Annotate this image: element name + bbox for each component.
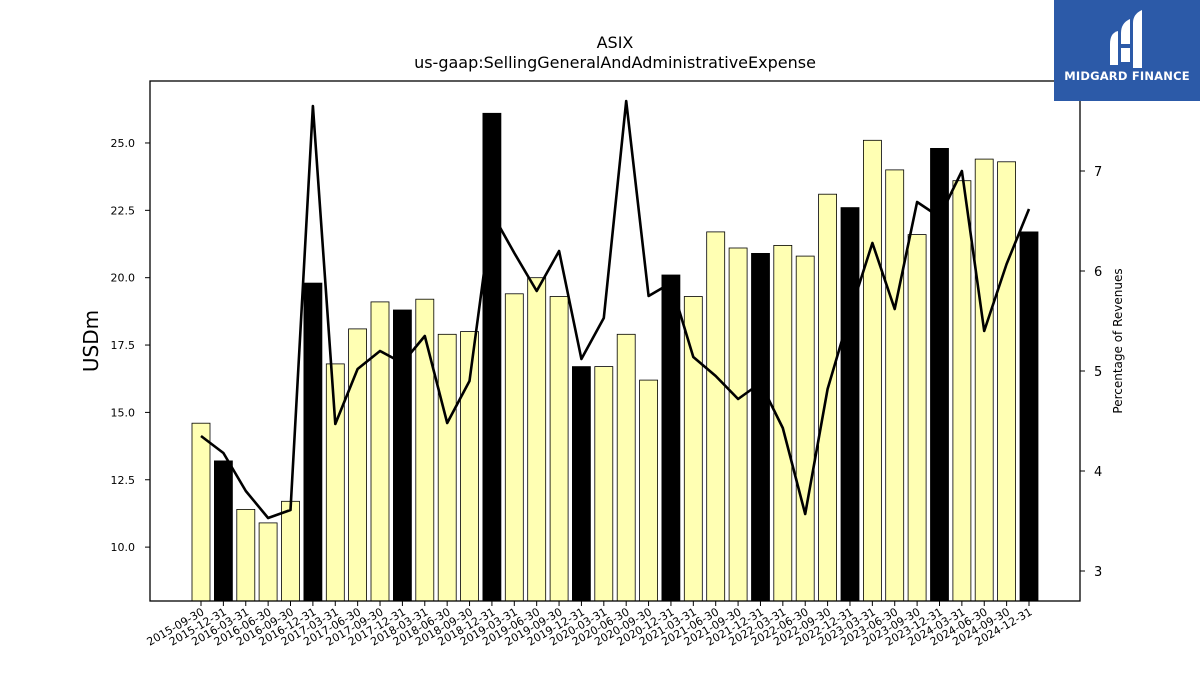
midgard-finance-logo: MIDGARD FINANCE [1054, 0, 1200, 101]
bar [236, 508, 256, 602]
logo-text: MIDGARD FINANCE [1064, 69, 1190, 83]
bar [706, 231, 726, 602]
y-tick-label: 17.5 [111, 339, 136, 352]
y2-tick-label: 5 [1094, 365, 1102, 380]
bar [639, 379, 658, 602]
bar [952, 180, 972, 602]
bar [795, 255, 815, 602]
bar [616, 333, 636, 602]
bar [1019, 231, 1039, 602]
y2-tick-label: 4 [1094, 465, 1102, 480]
bar [527, 277, 547, 602]
percentage-line [200, 99, 1031, 520]
bar [303, 282, 323, 602]
bar [683, 296, 703, 602]
y-tick-label: 25.0 [111, 137, 136, 150]
bar [885, 169, 905, 602]
bar [549, 296, 569, 602]
bar [281, 500, 300, 602]
y-tick-label: 22.5 [111, 204, 136, 217]
y-axis-label: USDm [79, 310, 103, 372]
y-tick-label: 10.0 [111, 541, 136, 554]
bar [325, 363, 345, 602]
bar [974, 158, 994, 602]
bar [213, 460, 233, 602]
bar [863, 139, 882, 602]
plot-frame [149, 80, 1081, 602]
bar [191, 422, 211, 602]
y2-tick-label: 7 [1094, 165, 1102, 180]
bar [370, 301, 390, 602]
bar [773, 244, 793, 602]
chart-title: ASIX [596, 33, 634, 52]
y2-tick-label: 6 [1094, 265, 1102, 280]
y-tick-label: 15.0 [111, 406, 136, 419]
y-tick-label: 20.0 [111, 272, 136, 285]
bar [258, 522, 278, 602]
y2-axis-label: Percentage of Revenues [1111, 268, 1125, 413]
chart-subtitle: us-gaap:SellingGeneralAndAdministrativeE… [414, 53, 816, 72]
bar [572, 366, 591, 602]
bar [751, 252, 770, 602]
bar [728, 247, 748, 602]
bar [594, 366, 614, 602]
y2-tick-label: 3 [1094, 565, 1102, 580]
bar [818, 193, 837, 602]
bar [437, 333, 457, 602]
midgard-logo-icon [1110, 10, 1142, 68]
bar [840, 207, 860, 602]
bar [504, 293, 524, 602]
bar [482, 112, 502, 602]
y-tick-label: 12.5 [111, 474, 136, 487]
bar [997, 161, 1016, 602]
bar [661, 274, 681, 602]
bar [907, 234, 927, 602]
